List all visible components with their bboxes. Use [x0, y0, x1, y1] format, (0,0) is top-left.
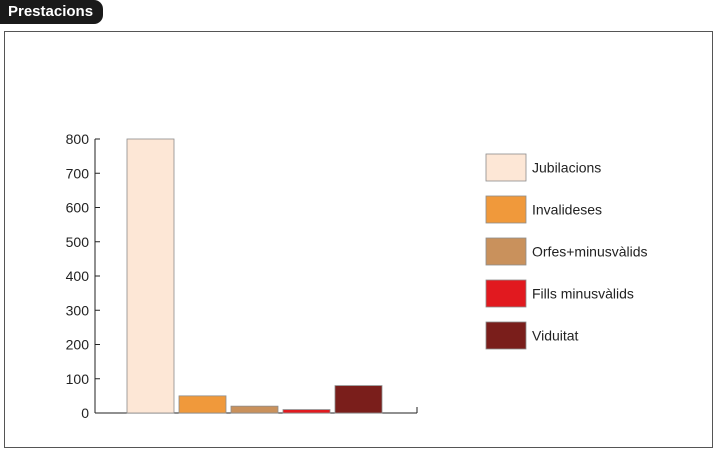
- y-tick-label: 700: [66, 165, 90, 181]
- bar-1: [126, 138, 175, 414]
- legend-swatch-1: [485, 153, 527, 182]
- legend-label-3: Orfes+minusvàlids: [532, 244, 648, 260]
- legend-swatch-2: [485, 195, 527, 224]
- y-tick-label: 800: [66, 131, 90, 147]
- bar-4: [282, 409, 331, 414]
- chart-legend: Jubilacions Invalideses Orfes+minusvàlids F…: [485, 153, 648, 350]
- bar-3: [230, 405, 279, 414]
- legend-swatch-5: [485, 321, 527, 350]
- legend-label-1: Jubilacions: [532, 160, 601, 176]
- y-tick-label: 100: [66, 371, 90, 387]
- legend-label-4: Fills minusvàlids: [532, 286, 634, 302]
- legend-label-2: Invalideses: [532, 202, 602, 218]
- y-tick-label: 500: [66, 234, 90, 250]
- legend-swatch-3: [485, 237, 527, 266]
- chart-axes: 0 100 200 300 400 500 600 700 800: [66, 131, 418, 421]
- y-tick-label: 600: [66, 200, 90, 216]
- y-tick-label: 400: [66, 268, 90, 284]
- legend-swatch-4: [485, 279, 527, 308]
- chart-title-tag: Prestacions: [0, 0, 104, 24]
- y-tick-label: 0: [81, 405, 89, 421]
- bar-5: [334, 385, 383, 414]
- y-tick-label: 200: [66, 337, 90, 353]
- chart-frame: [4, 31, 713, 448]
- chart-bars: [126, 138, 383, 414]
- bar-2: [178, 395, 227, 414]
- legend-label-5: Viduitat: [532, 328, 579, 344]
- y-tick-label: 300: [66, 302, 90, 318]
